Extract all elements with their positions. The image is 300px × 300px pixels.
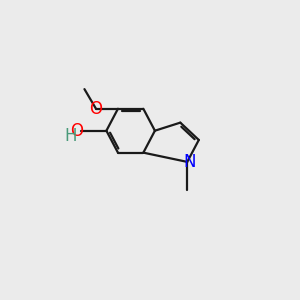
Text: N: N: [184, 153, 196, 171]
Text: H: H: [64, 127, 77, 145]
Text: O: O: [89, 100, 103, 118]
Text: O: O: [70, 122, 83, 140]
